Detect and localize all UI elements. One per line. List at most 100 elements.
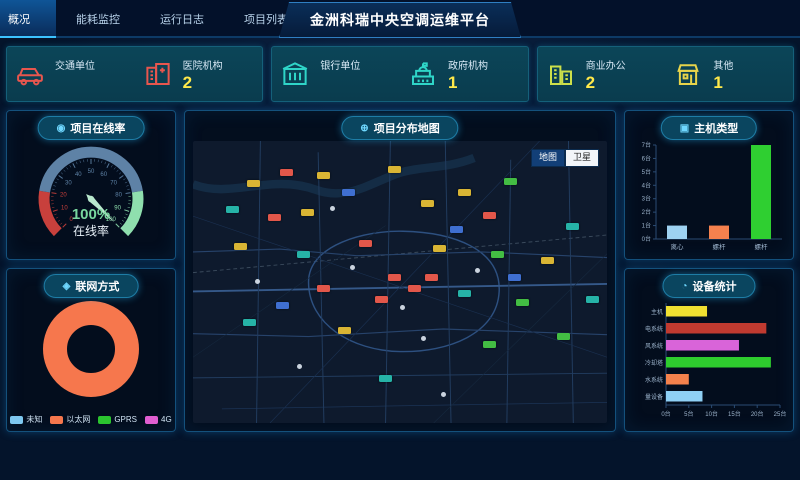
map-marker[interactable] <box>296 250 310 258</box>
map-marker[interactable] <box>449 225 463 233</box>
map-marker[interactable] <box>387 273 401 281</box>
svg-text:90: 90 <box>114 206 121 212</box>
tab-run-log[interactable]: 运行日志 <box>160 14 204 26</box>
svg-text:2台: 2台 <box>642 208 651 216</box>
page-title: 金洲科瑞中央空调运维平台 <box>279 2 521 38</box>
legend-label: 4G <box>161 415 172 424</box>
map-marker[interactable] <box>540 256 554 264</box>
legend-item[interactable]: 未知 <box>10 414 42 425</box>
map-marker[interactable] <box>242 318 256 326</box>
svg-text:20台: 20台 <box>751 410 764 418</box>
map-marker[interactable] <box>491 250 505 258</box>
map-marker[interactable] <box>515 298 529 306</box>
stat-value <box>55 74 95 91</box>
panel-online-rate: ◉ 项目在线率 0 10 20 30 40 50 60 70 80 90 100 100% 在线率 <box>6 110 176 260</box>
map-marker[interactable] <box>482 211 496 219</box>
svg-text:10台: 10台 <box>705 410 718 418</box>
svg-text:10: 10 <box>61 206 68 212</box>
svg-text:3台: 3台 <box>642 195 651 203</box>
map-marker[interactable] <box>441 391 447 397</box>
cpu-icon: ▣ <box>679 122 690 134</box>
stat-card: 银行单位 政府机构 1 <box>271 46 529 102</box>
network-donut-chart <box>43 301 139 397</box>
map-marker[interactable] <box>296 363 302 369</box>
stat-card: 商业办公 2 其他 1 <box>536 46 794 102</box>
panel-title: 主机类型 <box>694 123 739 135</box>
svg-text:5台: 5台 <box>642 168 651 176</box>
svg-text:30: 30 <box>65 181 72 187</box>
tab-project-list[interactable]: 项目列表 <box>244 14 288 26</box>
satellite-mode-button[interactable]: 卫星 <box>564 149 599 167</box>
stat-label: 医院机构 <box>182 61 223 72</box>
map-marker[interactable] <box>300 208 314 216</box>
panel-network-type: ◈ 联网方式 未知 以太网 GPRS 4G <box>6 268 176 432</box>
map-marker[interactable] <box>557 332 571 340</box>
svg-text:螺杆: 螺杆 <box>755 242 769 251</box>
map-marker[interactable] <box>507 273 521 281</box>
svg-text:电系统: 电系统 <box>645 325 663 333</box>
stat-value: 1 <box>448 73 458 92</box>
stat-hospital: 医院机构 2 <box>135 47 263 101</box>
legend-item[interactable]: 以太网 <box>50 414 90 425</box>
map-marker[interactable] <box>358 239 372 247</box>
stat-bank: 银行单位 <box>272 47 400 101</box>
map-marker[interactable] <box>329 205 335 211</box>
map-marker[interactable] <box>226 205 240 213</box>
main-area: ◉ 项目在线率 0 10 20 30 40 50 60 70 80 90 100 100% 在线率 ◈ … <box>0 102 800 432</box>
map-marker[interactable] <box>420 335 426 341</box>
panel-title: 联网方式 <box>75 281 120 293</box>
map-marker[interactable] <box>503 177 517 185</box>
government-icon <box>408 59 438 89</box>
map-marker[interactable] <box>337 327 351 335</box>
tab-energy-monitor[interactable]: 能耗监控 <box>76 14 120 26</box>
map-marker[interactable] <box>275 301 289 309</box>
map-marker[interactable] <box>424 273 438 281</box>
map-mode-button[interactable]: 地图 <box>530 149 565 167</box>
map-marker[interactable] <box>375 296 389 304</box>
panel-device-stats: ◔ 设备统计 主机 电系统 风系统 冷却塔 水系统 量设备 0台 5台 10台 15台 20台 25台 <box>624 268 794 432</box>
panel-title: 设备统计 <box>692 281 737 293</box>
legend-item[interactable]: 4G <box>145 414 172 425</box>
panel-host-type: ▣ 主机类型 0台 1台 2台 3台 4台 5台 6台 7台 离心 螺杆 螺杆 <box>624 110 794 260</box>
svg-text:100%: 100% <box>72 206 110 223</box>
map-marker[interactable] <box>565 222 579 230</box>
map-marker[interactable] <box>317 172 331 180</box>
map-marker[interactable] <box>246 180 260 188</box>
map-marker[interactable] <box>279 169 293 177</box>
svg-text:螺杆: 螺杆 <box>713 242 727 251</box>
stat-label: 交通单位 <box>55 61 95 72</box>
map-marker[interactable] <box>387 166 401 174</box>
map-marker[interactable] <box>342 188 356 196</box>
map-marker[interactable] <box>400 304 405 310</box>
map-marker[interactable] <box>408 284 422 292</box>
panel-map-header: ⊕ 项目分布地图 <box>341 116 459 140</box>
top-nav: 概况 能耗监控 运行日志 项目列表 视频监控 金洲科瑞中央空调运维平台 <box>0 0 800 38</box>
map-marker[interactable] <box>317 284 331 292</box>
svg-text:0台: 0台 <box>661 410 670 418</box>
panel-title: 项目分布地图 <box>373 123 440 135</box>
legend-label: GPRS <box>114 415 137 424</box>
map-marker[interactable] <box>482 341 496 349</box>
map-marker[interactable] <box>586 296 600 304</box>
map-marker[interactable] <box>474 267 480 273</box>
legend-item[interactable]: GPRS <box>98 414 137 425</box>
map-marker[interactable] <box>433 245 447 253</box>
left-column: ◉ 项目在线率 0 10 20 30 40 50 60 70 80 90 100 100% 在线率 ◈ … <box>6 110 176 432</box>
map-marker[interactable] <box>267 214 281 222</box>
map-canvas[interactable]: 地图 卫星 <box>193 141 607 423</box>
map-marker[interactable] <box>379 375 393 383</box>
map-marker[interactable] <box>255 279 261 285</box>
map-marker[interactable] <box>457 188 471 196</box>
svg-text:60: 60 <box>100 172 107 178</box>
map-marker[interactable] <box>420 200 434 208</box>
svg-text:70: 70 <box>110 181 117 187</box>
svg-text:冷却塔: 冷却塔 <box>645 359 663 367</box>
map-marker[interactable] <box>234 242 248 250</box>
stat-label: 政府机构 <box>448 61 488 72</box>
map-marker[interactable] <box>457 290 471 298</box>
map-marker[interactable] <box>350 265 356 271</box>
tab-overview[interactable]: 概况 <box>0 0 56 38</box>
stat-label: 银行单位 <box>320 61 361 72</box>
